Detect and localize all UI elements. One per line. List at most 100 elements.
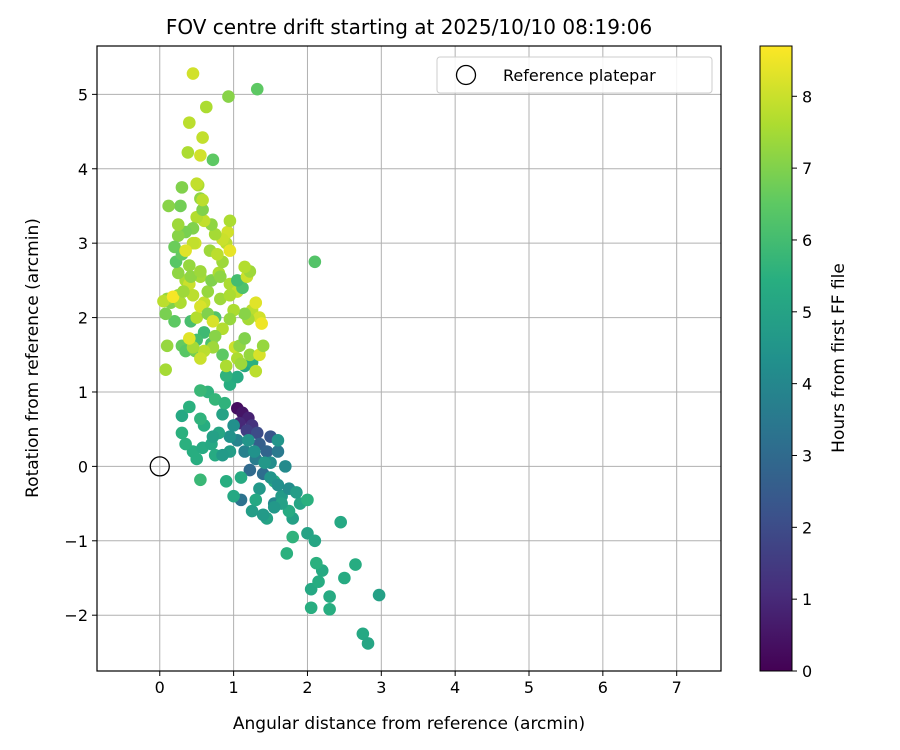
x-tick-label: 3	[376, 678, 386, 697]
colorbar-tick-label: 2	[802, 518, 812, 537]
data-point	[240, 424, 254, 437]
data-point	[159, 363, 172, 376]
data-point	[323, 590, 336, 603]
data-point	[194, 412, 207, 426]
data-points	[157, 67, 386, 650]
data-point	[338, 571, 351, 585]
data-point	[260, 445, 274, 458]
data-point	[206, 314, 220, 328]
data-point	[356, 627, 370, 641]
reference-platepar-marker	[149, 456, 170, 477]
data-point	[177, 285, 190, 298]
data-point	[238, 445, 251, 458]
legend: Reference platepar	[436, 56, 713, 94]
data-point	[171, 218, 185, 231]
data-point	[179, 244, 192, 257]
data-point	[157, 294, 170, 308]
x-tick-label: 0	[155, 678, 165, 697]
x-tick-label: 5	[524, 678, 534, 697]
data-point	[175, 426, 189, 440]
data-point	[231, 370, 244, 384]
data-point	[206, 430, 220, 443]
x-tick-label: 6	[598, 678, 608, 697]
data-point	[334, 515, 347, 529]
data-point	[219, 359, 233, 373]
data-point	[304, 601, 318, 615]
data-point	[253, 482, 266, 496]
data-point	[223, 288, 237, 302]
data-point	[174, 199, 187, 213]
data-point	[286, 530, 299, 544]
x-tick-label: 1	[229, 678, 239, 697]
data-point	[231, 274, 244, 287]
data-point	[219, 474, 233, 488]
data-point	[245, 504, 259, 518]
data-point	[249, 296, 263, 309]
data-point	[216, 448, 229, 462]
data-point	[308, 255, 322, 269]
data-point	[227, 419, 240, 432]
data-point	[271, 445, 285, 458]
y-tick-label: 0	[78, 457, 88, 476]
data-point	[175, 409, 189, 423]
data-point	[186, 288, 200, 302]
data-point	[171, 266, 185, 280]
y-tick-label: 1	[78, 383, 88, 402]
data-point	[238, 307, 251, 321]
data-point	[184, 270, 198, 283]
y-tick-label: 2	[78, 309, 88, 328]
data-point	[196, 203, 209, 216]
data-point	[199, 100, 213, 114]
data-point	[208, 393, 222, 406]
colorbar-tick-label: 6	[802, 231, 812, 250]
data-point	[196, 131, 209, 144]
data-point	[279, 460, 292, 473]
colorbar-tick-label: 8	[802, 87, 812, 106]
data-point	[190, 311, 203, 324]
data-point	[249, 493, 263, 507]
y-axis-label: Rotation from reference (arcmin)	[23, 218, 43, 498]
data-point	[361, 637, 375, 650]
colorbar-tick-label: 4	[802, 375, 812, 394]
data-point	[194, 384, 207, 397]
data-point	[247, 445, 261, 458]
data-point	[216, 348, 229, 362]
data-point	[280, 547, 294, 560]
data-point	[238, 260, 251, 274]
legend-marker	[455, 64, 477, 86]
colorbar-tick-label: 5	[802, 303, 812, 322]
data-point	[255, 317, 268, 330]
data-point	[201, 285, 215, 298]
data-point	[223, 430, 237, 443]
chart-title: FOV centre drift starting at 2025/10/10 …	[166, 15, 652, 39]
data-point	[194, 149, 207, 162]
data-point	[223, 214, 237, 228]
data-point	[271, 478, 285, 492]
reference-marker-layer	[149, 456, 170, 477]
data-point	[179, 437, 192, 451]
data-point	[216, 408, 229, 421]
data-point	[290, 486, 303, 499]
colorbar: 0 1 2 3 4 5 6 7 8 Hours from first FF file	[759, 45, 849, 681]
data-point	[219, 369, 233, 382]
colorbar-tick-label: 7	[802, 159, 812, 178]
data-point	[168, 314, 181, 328]
x-tick-label: 4	[450, 678, 460, 697]
data-point	[196, 193, 209, 207]
data-point	[194, 265, 207, 278]
x-axis-label: Angular distance from reference (arcmin)	[233, 714, 585, 734]
data-point	[211, 248, 224, 261]
data-point	[310, 556, 323, 570]
data-point	[194, 352, 207, 365]
data-point	[301, 493, 314, 507]
data-point	[214, 292, 227, 306]
y-tick-label: −1	[64, 532, 88, 551]
data-point	[194, 473, 207, 487]
data-point	[222, 90, 235, 103]
data-point	[183, 259, 196, 272]
data-point	[162, 199, 175, 213]
data-point	[227, 489, 240, 503]
colorbar-ticks: 0 1 2 3 4 5 6 7 8	[792, 87, 812, 681]
data-point	[223, 244, 237, 257]
